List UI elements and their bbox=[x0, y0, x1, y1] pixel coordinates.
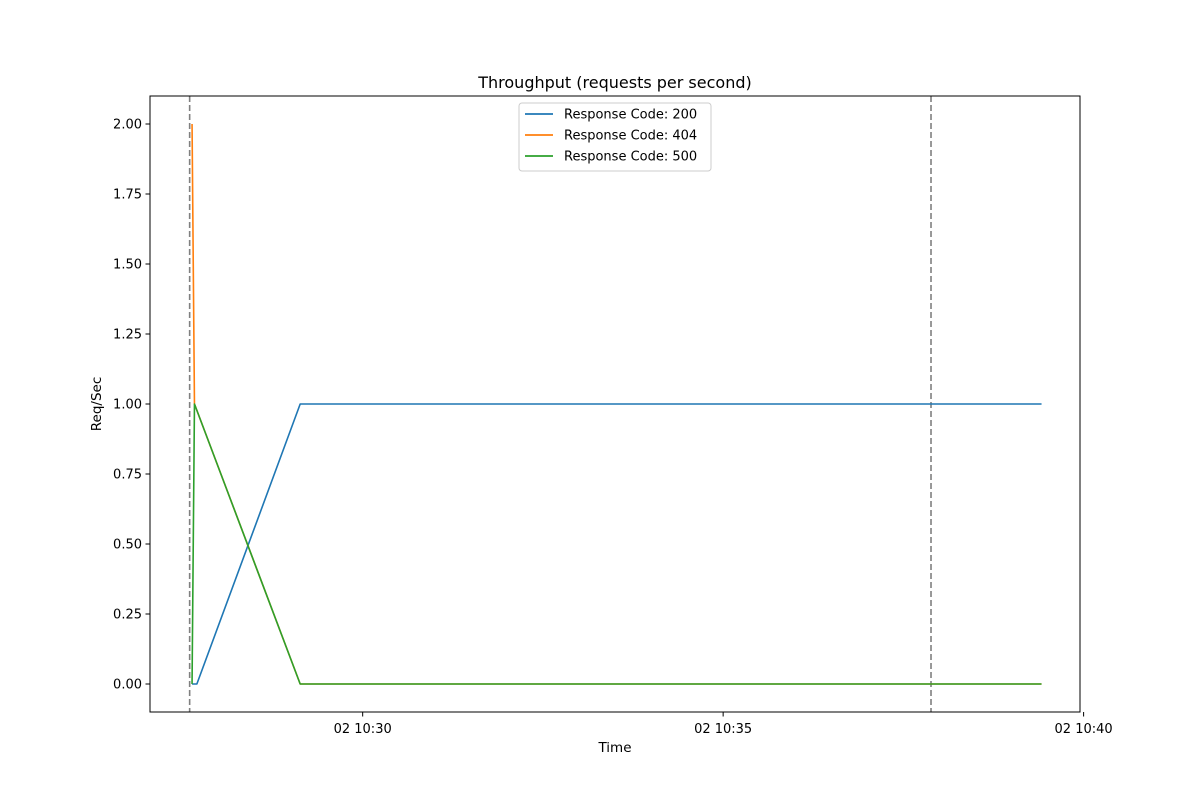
chart-title: Throughput (requests per second) bbox=[477, 73, 751, 92]
y-tick-label: 0.25 bbox=[113, 608, 142, 623]
x-axis: 02 10:30 02 10:35 02 10:40 bbox=[334, 712, 1113, 737]
y-tick-label: 1.75 bbox=[113, 188, 142, 203]
plot-area bbox=[188, 96, 1042, 712]
x-tick-label: 02 10:30 bbox=[334, 722, 392, 737]
y-tick-label: 0.50 bbox=[113, 538, 142, 553]
y-tick-label: 1.25 bbox=[113, 328, 142, 343]
series-line-response-code-500 bbox=[191, 403, 1042, 685]
legend-label: Response Code: 500 bbox=[564, 150, 697, 165]
y-tick-label: 0.00 bbox=[113, 678, 142, 693]
x-axis-title: Time bbox=[597, 740, 631, 756]
y-axis-title: Req/Sec bbox=[89, 377, 105, 432]
series-line-response-code-200 bbox=[192, 403, 1042, 685]
y-tick-label: 1.50 bbox=[113, 258, 142, 273]
y-axis: 0.00 0.25 0.50 0.75 1.00 1.25 1.50 1.75 2.00 bbox=[113, 118, 150, 693]
legend-label: Response Code: 200 bbox=[564, 108, 697, 123]
y-tick-label: 1.00 bbox=[113, 398, 142, 413]
x-tick-label: 02 10:40 bbox=[1055, 722, 1113, 737]
x-tick-label: 02 10:35 bbox=[694, 722, 752, 737]
legend-box bbox=[518, 102, 712, 172]
legend: Response Code: 200 Response Code: 404 Resp… bbox=[518, 102, 712, 172]
y-tick-label: 2.00 bbox=[113, 118, 142, 133]
legend-label: Response Code: 404 bbox=[564, 129, 697, 144]
y-tick-label: 0.75 bbox=[113, 468, 142, 483]
